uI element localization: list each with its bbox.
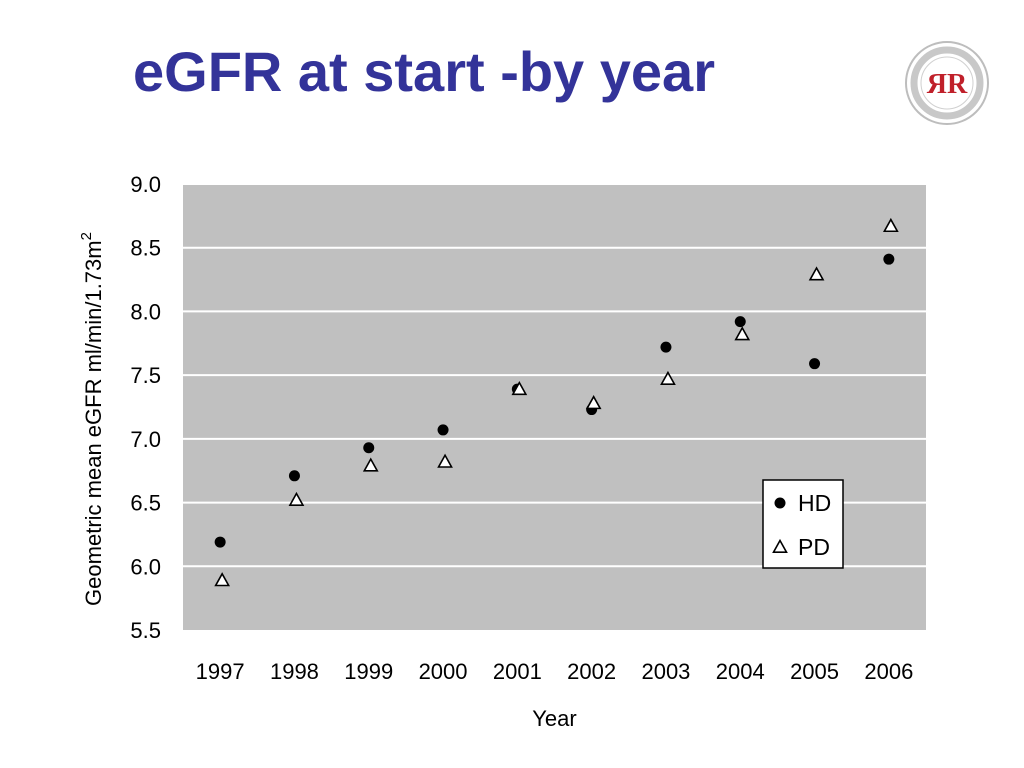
x-tick-label: 2005 [790,659,839,684]
y-tick-label: 9.0 [130,172,161,197]
point-hd [288,470,300,482]
x-tick-label: 2006 [864,659,913,684]
y-axis-title: Geometric mean eGFR ml/min/1.73m2 [78,232,106,606]
legend-marker-hd [774,497,786,509]
legend-marker-pd [772,538,788,554]
y-tick-label: 8.0 [130,299,161,324]
point-pd [660,370,676,385]
renal-registry-logo-icon: ЯR [905,41,989,125]
point-hd [363,442,375,454]
point-pd [214,572,231,587]
x-tick-label: 2004 [716,659,765,684]
logo-monogram: ЯR [927,69,968,100]
point-hd [734,316,746,328]
point-hd [809,358,821,370]
y-axis-title-superscript: 2 [78,232,95,240]
legend-label-hd: HD [798,490,831,516]
slide-title: eGFR at start -by year [133,40,715,103]
x-tick-label: 1997 [196,659,245,684]
point-pd [362,457,379,472]
point-hd [660,341,672,353]
x-tick-label: 2001 [493,659,542,684]
point-hd [214,536,226,548]
point-pd [511,381,528,396]
x-tick-label: 2000 [419,659,468,684]
point-pd [734,326,751,341]
point-pd [808,266,825,281]
x-tick-label: 1998 [270,659,319,684]
x-tick-label: 2003 [641,659,690,684]
point-hd [883,253,895,265]
x-tick-label: 1999 [344,659,393,684]
point-hd [437,424,449,436]
point-pd [437,453,453,468]
y-tick-label: 7.5 [130,363,161,388]
y-tick-label: 8.5 [130,236,161,261]
legend-label-pd: PD [798,534,830,560]
x-axis-title: Year [532,706,576,731]
point-pd [882,217,899,233]
legend-box [762,479,844,569]
y-tick-label: 5.5 [130,618,161,643]
point-pd [288,491,305,507]
point-pd [585,395,602,410]
y-tick-label: 6.0 [130,554,161,579]
y-tick-label: 6.5 [130,491,161,516]
y-tick-label: 7.0 [130,427,161,452]
x-tick-label: 2002 [567,659,616,684]
